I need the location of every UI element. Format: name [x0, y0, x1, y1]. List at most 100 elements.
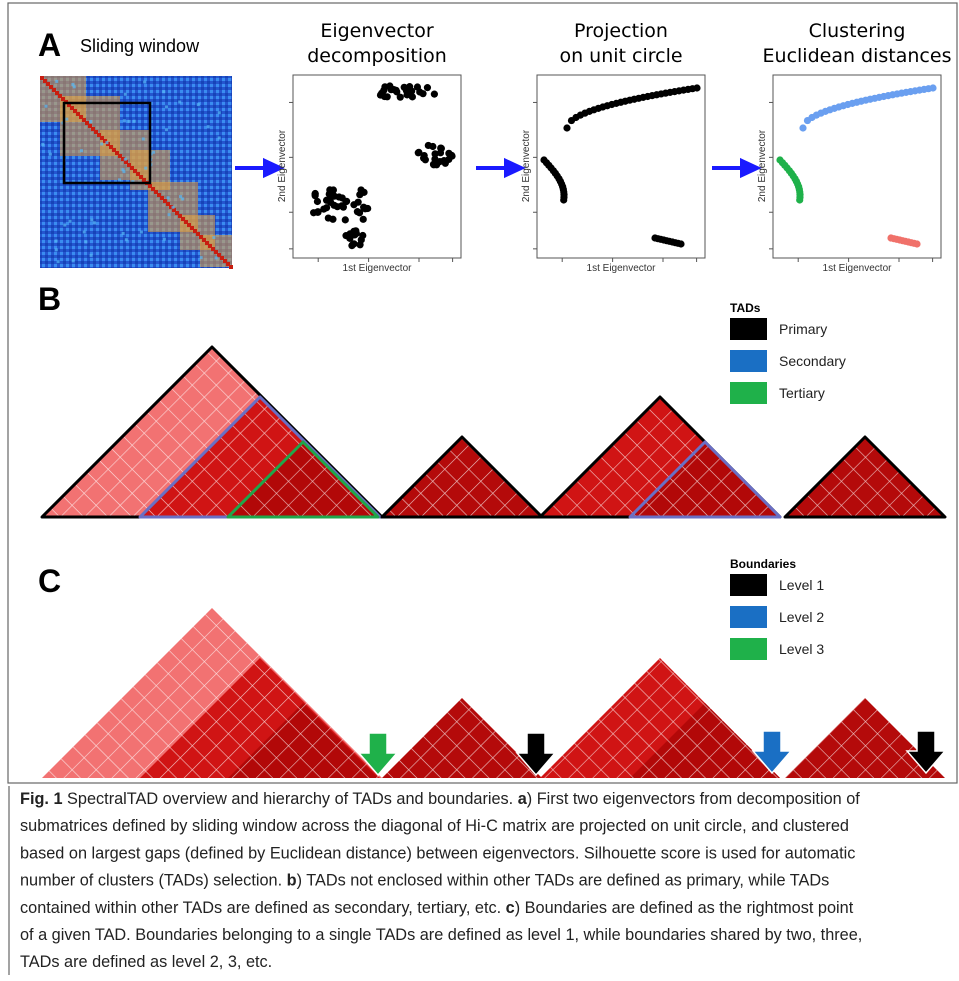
- plot-title: Clustering: [809, 20, 906, 42]
- panel-title: Sliding window: [80, 36, 200, 56]
- dot: [408, 93, 416, 101]
- dot: [421, 156, 429, 164]
- heat-diag: [67, 103, 71, 107]
- heat-diag: [103, 139, 107, 143]
- heat-diag: [124, 160, 128, 164]
- x-axis-label: 1st Eigenvector: [343, 263, 413, 274]
- dot: [799, 124, 807, 132]
- x-axis-label: 1st Eigenvector: [587, 263, 657, 274]
- heat-noise: [162, 237, 166, 241]
- window: [62, 101, 152, 185]
- dot: [560, 196, 568, 204]
- dot: [383, 93, 391, 101]
- dot: [563, 124, 571, 132]
- heat-diag: [91, 127, 95, 131]
- y-axis-label: 2nd Eigenvector: [757, 129, 768, 202]
- heat-noise: [167, 213, 171, 217]
- heat-noise: [82, 230, 86, 234]
- heat-noise: [65, 117, 69, 121]
- heat-diag: [70, 106, 74, 110]
- tad-grid: [228, 703, 378, 778]
- tad-grid: [630, 703, 780, 778]
- dot: [352, 229, 360, 238]
- heat-diag: [157, 193, 161, 197]
- heat-noise: [139, 230, 143, 234]
- heat-noise: [206, 125, 210, 129]
- heat-diag: [97, 133, 101, 137]
- heat-diag: [73, 109, 77, 113]
- heat-noise: [141, 137, 145, 141]
- heat-noise: [181, 197, 185, 201]
- heat-noise: [105, 141, 109, 145]
- dot: [378, 89, 386, 97]
- dot: [329, 215, 337, 223]
- dot: [431, 150, 439, 158]
- arrow: [712, 157, 762, 179]
- legend-swatch: [730, 606, 767, 628]
- heatmap: [40, 76, 233, 269]
- heat-diag: [136, 172, 140, 176]
- dot: [326, 196, 334, 204]
- dot: [677, 240, 685, 248]
- dot: [437, 144, 445, 152]
- arrow: [476, 157, 526, 179]
- heat-diag: [190, 226, 194, 230]
- dot: [313, 197, 322, 206]
- heat-diag: [214, 250, 218, 254]
- heat-noise: [84, 240, 88, 244]
- dot: [359, 215, 367, 223]
- caption-text: ) First two eigenvectors from decomposit…: [527, 790, 860, 808]
- dot: [423, 84, 432, 92]
- heat-diag: [148, 184, 152, 188]
- dot: [322, 204, 331, 212]
- heat-diag: [217, 253, 221, 257]
- legend-swatch: [730, 350, 767, 372]
- plot: Clustering Euclidean distances 1st Eigenve…: [757, 20, 951, 274]
- heat-diag: [175, 211, 179, 215]
- heat-noise: [71, 259, 75, 263]
- heat-noise: [143, 80, 147, 84]
- heat-noise: [41, 142, 45, 146]
- heat-noise: [123, 92, 127, 96]
- heat-noise: [54, 248, 58, 252]
- legend-swatch: [730, 318, 767, 340]
- heat-noise: [217, 136, 221, 140]
- panel-label: C: [38, 563, 61, 599]
- heat-noise: [132, 119, 136, 123]
- heat-diag: [181, 217, 185, 221]
- heat-diag: [52, 88, 56, 92]
- boundary-arrow: [357, 732, 399, 777]
- caption-line: number of clusters (TADs) selection. b) …: [20, 872, 829, 890]
- heat-diag: [178, 214, 182, 218]
- heat-noise: [56, 260, 60, 264]
- heat-diag: [40, 76, 44, 80]
- dot: [364, 204, 372, 213]
- heat-diag: [85, 121, 89, 125]
- legend-swatch: [730, 574, 767, 596]
- heat-diag: [223, 259, 227, 263]
- heat-noise: [127, 119, 131, 123]
- caption-text: submatrices defined by sliding window ac…: [20, 817, 849, 835]
- caption-line: contained within other TADs are defined …: [20, 899, 854, 917]
- heat-diag: [100, 136, 104, 140]
- plot-title: Projection: [574, 20, 668, 42]
- legend-label: Level 3: [779, 641, 824, 657]
- heat-noise: [214, 256, 218, 260]
- dot: [408, 87, 416, 95]
- panel-frame: [7, 2, 958, 784]
- plot-title: Eigenvector: [320, 20, 434, 42]
- dot: [424, 141, 432, 150]
- dot: [325, 190, 333, 198]
- heat-diag: [43, 79, 47, 83]
- heat-diag: [220, 256, 224, 260]
- heat-noise: [162, 90, 166, 94]
- tad-grid: [785, 698, 945, 778]
- dot: [387, 86, 395, 94]
- boundary-arrow: [751, 730, 793, 775]
- tad-grid: [382, 698, 542, 778]
- heat-diag: [55, 91, 59, 95]
- legend-title: TADs: [730, 301, 761, 315]
- boundary-arrow: [905, 730, 947, 775]
- heat-diag: [112, 148, 116, 152]
- caption-line: TADs are defined as level 2, 3, etc.: [20, 953, 272, 971]
